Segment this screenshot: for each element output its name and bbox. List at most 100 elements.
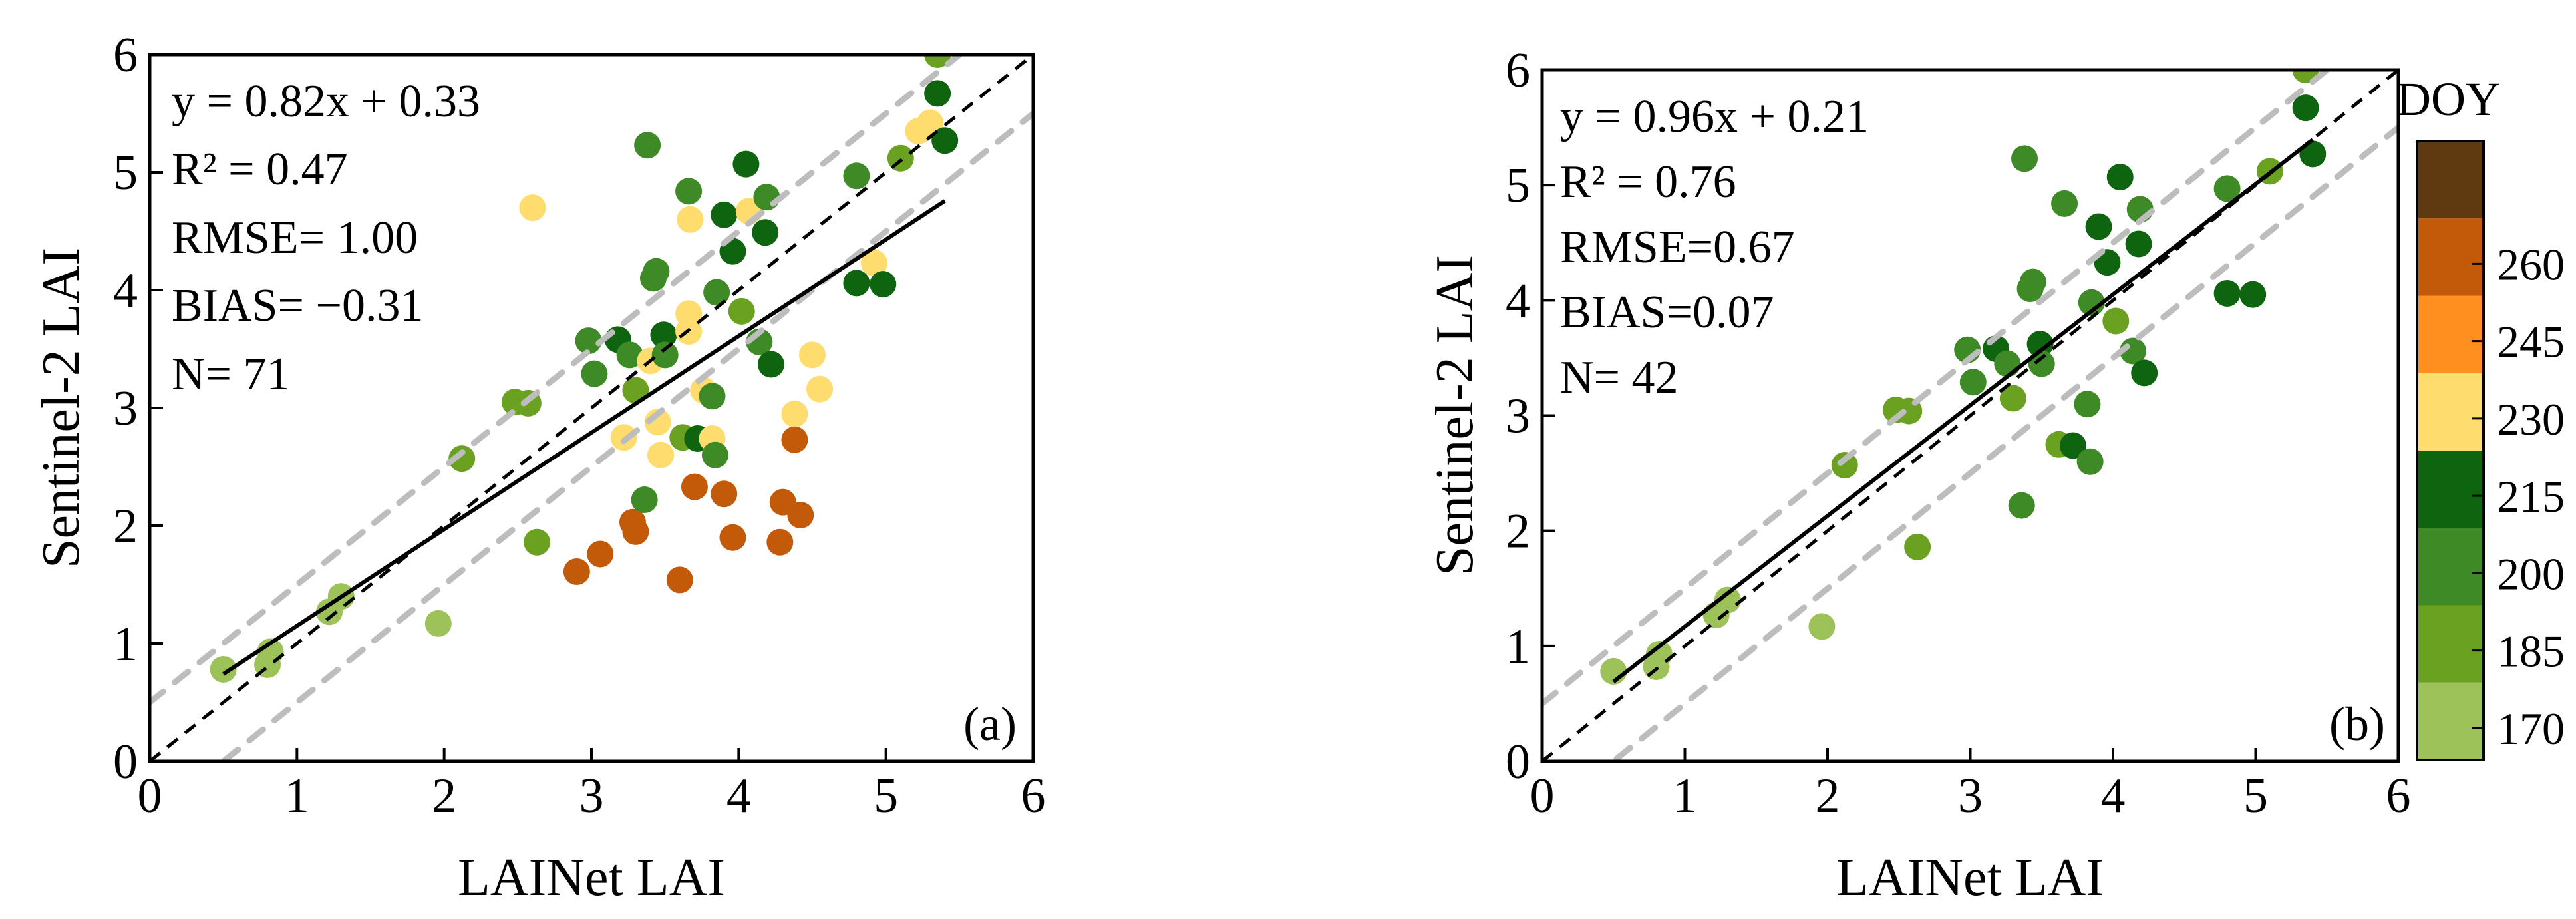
panel-a-point-57 bbox=[781, 426, 808, 453]
colorbar-tick-label-3: 215 bbox=[2497, 471, 2565, 522]
panel-a-point-30 bbox=[666, 566, 693, 594]
colorbar-tick-label-5: 245 bbox=[2497, 317, 2565, 367]
panel-a-point-36 bbox=[681, 473, 708, 500]
panel-a-point-61 bbox=[843, 270, 870, 297]
panel-b-y-tick-label-6: 6 bbox=[1506, 43, 1530, 98]
panel-a-upper-band-line bbox=[150, 55, 965, 705]
panel-a-x-tick-label-1: 1 bbox=[285, 769, 309, 823]
chart-panel-a: 0 1 2 3 4 5 6 0 1 2 3 4 5 6 y = 0.82x + 0.33 R² = 0.4… bbox=[32, 28, 1046, 907]
panel-a-point-5 bbox=[424, 610, 452, 637]
panel-a-y-tick-label-4: 4 bbox=[113, 264, 138, 318]
panel-b-point-14 bbox=[1999, 385, 2026, 412]
panel-a-point-9 bbox=[524, 528, 551, 556]
panel-a-point-52 bbox=[753, 184, 780, 211]
panel-a-x-tick-label-6: 6 bbox=[1021, 769, 1046, 823]
panel-a-point-17 bbox=[616, 341, 643, 369]
panel-b-x-tick-label-3: 3 bbox=[1958, 769, 1983, 823]
panel-a-point-63 bbox=[860, 250, 887, 277]
panel-b-x-tick-label-4: 4 bbox=[2101, 769, 2126, 823]
panel-b-point-30 bbox=[2106, 164, 2134, 191]
panel-a-point-58 bbox=[787, 502, 814, 529]
panel-a-point-39 bbox=[699, 383, 726, 410]
panel-b-label: (b) bbox=[2329, 697, 2385, 751]
chart-panel-b: 0 1 2 3 4 5 6 0 1 2 3 4 5 6 y = 0.96x + 0.21 R² = 0.7… bbox=[1426, 43, 2411, 907]
panel-b-fit-line bbox=[1612, 138, 2315, 683]
panel-a-point-47 bbox=[728, 297, 755, 325]
panel-a-point-33 bbox=[675, 300, 703, 327]
panel-b-x-tick-label-0: 0 bbox=[1530, 769, 1555, 823]
panel-b-point-22 bbox=[2051, 190, 2078, 217]
panel-a-points-layer bbox=[210, 55, 959, 683]
colorbar-bin-7 bbox=[2417, 141, 2484, 219]
panel-b-point-26 bbox=[2078, 289, 2105, 316]
panel-b-point-20 bbox=[2028, 350, 2055, 377]
panel-b-y-tick-label-1: 1 bbox=[1506, 620, 1530, 674]
colorbar-tick-label-2: 200 bbox=[2497, 548, 2565, 599]
panel-a-one-to-one-line bbox=[150, 55, 1033, 761]
panel-a-lower-band-line bbox=[218, 110, 1033, 761]
panel-b-point-18 bbox=[2019, 268, 2046, 295]
panel-b-point-16 bbox=[2011, 145, 2038, 172]
panel-b-point-4 bbox=[1714, 586, 1741, 614]
colorbar-bin-0 bbox=[2417, 682, 2484, 760]
panel-a-point-53 bbox=[758, 351, 785, 378]
panel-b-point-32 bbox=[2125, 230, 2152, 258]
panel-a-point-43 bbox=[711, 201, 738, 228]
panel-b-stat-rmse: RMSE=0.67 bbox=[1560, 222, 1795, 273]
panel-a-ticks-layer: 0 1 2 3 4 5 6 0 1 2 3 4 5 6 bbox=[113, 28, 1046, 823]
colorbar-bin-4 bbox=[2417, 373, 2484, 451]
panel-a-point-20 bbox=[622, 377, 649, 404]
colorbar-tick-label-0: 170 bbox=[2497, 703, 2565, 754]
panel-b-point-37 bbox=[2239, 281, 2267, 308]
panel-a-y-tick-label-5: 5 bbox=[113, 146, 138, 200]
colorbar-tick-label-1: 185 bbox=[2497, 626, 2565, 677]
panel-a-point-48 bbox=[732, 150, 760, 178]
colorbar-frame bbox=[2416, 140, 2485, 761]
panel-a-point-12 bbox=[575, 327, 602, 355]
panel-b-point-29 bbox=[2102, 307, 2130, 335]
panel-a-point-22 bbox=[634, 132, 661, 159]
panel-a-point-10 bbox=[519, 194, 546, 222]
panel-a-point-68 bbox=[924, 80, 951, 107]
panel-a-x-tick-label-5: 5 bbox=[874, 769, 898, 823]
panel-b-point-36 bbox=[2213, 175, 2241, 202]
panel-a-point-65 bbox=[887, 144, 914, 172]
panel-a-point-64 bbox=[870, 271, 897, 298]
panel-a-point-42 bbox=[703, 279, 730, 306]
colorbar-bin-2 bbox=[2417, 528, 2484, 606]
panel-a-point-25 bbox=[643, 258, 670, 285]
panel-a-point-54 bbox=[766, 528, 794, 556]
panel-a-stats: y = 0.82x + 0.33 R² = 0.47 RMSE= 1.00 BI… bbox=[172, 76, 480, 400]
panel-a-x-tick-label-3: 3 bbox=[579, 769, 604, 823]
panel-b-lower-band-line bbox=[1609, 124, 2398, 761]
panel-a-point-27 bbox=[647, 441, 675, 468]
panel-a-point-45 bbox=[719, 524, 746, 551]
panel-a-point-19 bbox=[622, 518, 649, 545]
panel-b-point-11 bbox=[1959, 369, 1987, 396]
panel-a-point-21 bbox=[631, 486, 658, 514]
panel-b-point-39 bbox=[2292, 94, 2319, 122]
colorbar-tick-label-4: 230 bbox=[2497, 394, 2565, 445]
panel-a-y-axis-title: Sentinel-2 LAI bbox=[32, 248, 90, 568]
panel-a-stat-equation: y = 0.82x + 0.33 bbox=[172, 76, 480, 127]
panel-a-point-34 bbox=[675, 178, 703, 205]
panel-b-lines-layer bbox=[1542, 70, 2398, 761]
colorbar-bin-5 bbox=[2417, 295, 2484, 373]
panel-b-x-tick-label-6: 6 bbox=[2386, 769, 2411, 823]
panel-a-point-35 bbox=[677, 206, 704, 233]
panel-b-point-25 bbox=[2076, 448, 2104, 475]
panel-a-point-29 bbox=[651, 341, 679, 369]
colorbar-bins-layer bbox=[2416, 140, 2485, 761]
panel-a-point-13 bbox=[581, 360, 608, 387]
panel-a-point-0 bbox=[210, 655, 237, 683]
panel-b-point-27 bbox=[2085, 213, 2112, 240]
panel-b-point-24 bbox=[2074, 391, 2101, 418]
panel-b-y-tick-label-4: 4 bbox=[1506, 274, 1530, 328]
panel-b-ticks-layer: 0 1 2 3 4 5 6 0 1 2 3 4 5 6 bbox=[1506, 43, 2411, 823]
panel-a-label: (a) bbox=[963, 697, 1017, 751]
panel-b-point-13 bbox=[1994, 350, 2021, 377]
panel-a-stat-r2: R² = 0.47 bbox=[172, 144, 348, 195]
panel-b-point-19 bbox=[2026, 331, 2054, 358]
panel-a-x-axis-title: LAINet LAI bbox=[458, 848, 725, 907]
